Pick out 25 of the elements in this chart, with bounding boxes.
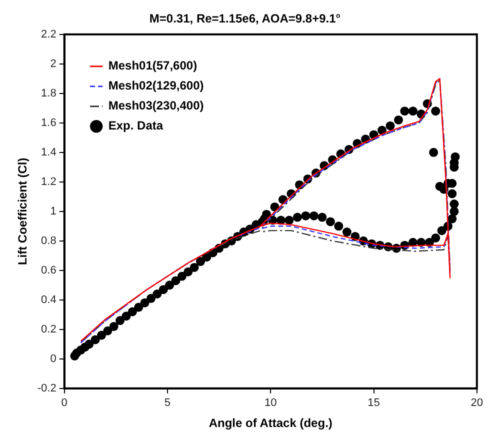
x-tick-label: 15 [368, 397, 380, 410]
chart-title: M=0.31, Re=1.15e6, AOA=9.8+9.1° [149, 12, 341, 26]
y-tick-label: 2 [50, 58, 56, 70]
y-tick-label: 1.4 [41, 146, 56, 158]
y-tick-label: 0.6 [41, 264, 56, 276]
y-tick-label: -0.2 [37, 382, 56, 394]
x-tick-label: 20 [470, 397, 484, 410]
y-tick-label: 1.6 [41, 116, 56, 129]
legend-label: Mesh02(129,600) [108, 78, 204, 93]
y-tick-label: 0 [50, 352, 56, 365]
legend-label: Mesh01(57,600) [108, 58, 198, 73]
y-tick-label: 0.8 [41, 234, 56, 247]
y-tick-label: 0.2 [41, 323, 56, 336]
y-tick-label: 2.2 [41, 28, 56, 40]
y-tick-label: 1.8 [41, 87, 56, 100]
y-tick-label: 0.4 [41, 294, 56, 306]
y-tick-label: 1 [50, 205, 56, 218]
legend-label: Mesh03(230,400) [108, 98, 204, 113]
x-tick-label: 5 [164, 397, 171, 410]
x-tick-label: 0 [61, 397, 68, 410]
y-tick-label: 1.2 [41, 176, 56, 188]
legend-label: Exp. Data [108, 118, 164, 133]
y-axis-title: Lift Coefficient (Cl) [16, 158, 30, 266]
x-tick-label: 10 [264, 397, 277, 410]
x-axis-title: Angle of Attack (deg.) [208, 416, 332, 430]
